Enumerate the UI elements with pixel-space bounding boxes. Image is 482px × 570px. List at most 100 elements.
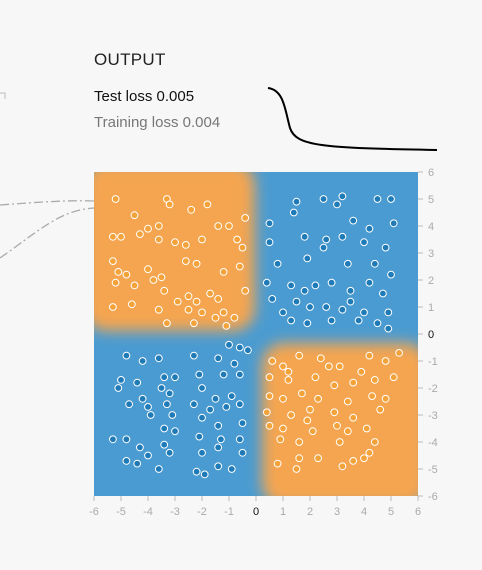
blue-point <box>198 413 206 422</box>
orange-point <box>325 362 333 371</box>
test-loss: Test loss 0.005 <box>94 88 194 105</box>
orange-point <box>265 421 274 430</box>
blue-point <box>168 411 177 419</box>
orange-point <box>268 357 277 365</box>
blue-point <box>238 419 247 428</box>
orange-point <box>130 281 139 290</box>
link-dashed-lower <box>0 207 95 259</box>
blue-point <box>311 281 320 290</box>
orange-point <box>171 238 179 247</box>
blue-point <box>287 316 296 325</box>
blue-point <box>300 232 309 241</box>
blue-point <box>230 359 239 368</box>
x-tick-label: 5 <box>388 506 394 518</box>
orange-point <box>211 313 220 322</box>
blue-point <box>154 465 163 473</box>
orange-point <box>222 322 231 330</box>
blue-point <box>244 346 252 355</box>
orange-point <box>349 413 358 422</box>
x-tick-label: 1 <box>280 506 286 518</box>
orange-point <box>343 427 352 436</box>
blue-point <box>365 224 374 233</box>
output-title: OUTPUT <box>94 50 166 69</box>
x-tick-label: 4 <box>361 506 367 518</box>
blue-point <box>214 443 223 452</box>
blue-point <box>292 197 301 206</box>
orange-point <box>265 392 274 401</box>
orange-point <box>241 214 250 222</box>
orange-point <box>338 462 347 471</box>
orange-point <box>279 394 287 403</box>
blue-point <box>370 259 379 268</box>
blue-point <box>109 435 117 444</box>
y-tick-label: -2 <box>428 383 438 395</box>
orange-point <box>127 300 136 309</box>
link-dashed <box>0 200 95 206</box>
test-loss-value: 0.005 <box>156 88 195 105</box>
blue-point <box>333 200 341 209</box>
orange-point <box>298 389 306 398</box>
x-tick-label: -3 <box>170 506 180 518</box>
blue-point <box>190 351 198 360</box>
blue-point <box>211 394 220 403</box>
blue-point <box>338 305 347 314</box>
blue-point <box>387 270 395 279</box>
blue-point <box>214 421 223 430</box>
orange-point <box>219 308 228 317</box>
blue-point <box>273 259 282 268</box>
orange-point <box>181 241 190 249</box>
x-tick-label: -6 <box>89 506 99 518</box>
x-tick-label: 2 <box>307 506 313 518</box>
blue-point <box>235 435 244 444</box>
orange-point <box>370 438 379 446</box>
blue-point <box>214 354 223 363</box>
y-tick-label: 4 <box>428 221 434 233</box>
orange-point <box>381 357 390 365</box>
blue-point <box>227 465 236 473</box>
orange-point <box>316 354 325 363</box>
orange-point <box>203 200 212 209</box>
blue-point <box>114 384 123 392</box>
orange-point <box>279 424 287 433</box>
blue-point <box>122 351 131 360</box>
blue-point <box>206 405 215 414</box>
orange-point <box>144 265 152 274</box>
orange-point <box>265 373 274 382</box>
orange-point <box>214 295 223 303</box>
orange-point <box>376 405 385 414</box>
orange-point <box>284 376 293 384</box>
orange-point <box>370 376 379 384</box>
orange-point <box>303 416 312 425</box>
orange-point <box>308 427 317 436</box>
blue-point <box>165 389 174 398</box>
blue-point <box>198 448 206 457</box>
orange-point <box>262 408 271 417</box>
orange-point <box>225 222 233 230</box>
orange-point <box>187 205 196 214</box>
blue-point <box>165 448 174 457</box>
orange-point <box>395 349 404 357</box>
orange-point <box>314 394 323 403</box>
orange-point <box>368 392 377 401</box>
blue-point <box>195 370 204 379</box>
orange-point <box>330 408 339 417</box>
blue-point <box>235 370 244 379</box>
orange-point <box>219 268 228 276</box>
blue-point <box>163 400 171 409</box>
orange-point <box>109 232 117 241</box>
blue-point <box>195 432 204 441</box>
blue-point <box>373 319 382 328</box>
blue-point <box>138 394 147 403</box>
orange-point <box>389 373 398 382</box>
blue-point <box>238 448 247 457</box>
blue-point <box>354 316 363 325</box>
orange-point <box>241 286 250 295</box>
orange-point <box>109 257 117 266</box>
decision-heatmap <box>94 172 418 496</box>
blue-point <box>349 216 358 225</box>
orange-point <box>360 454 368 463</box>
orange-point <box>157 273 166 282</box>
orange-point <box>144 224 152 233</box>
orange-point <box>365 351 374 360</box>
test-loss-label: Test loss <box>94 88 153 105</box>
